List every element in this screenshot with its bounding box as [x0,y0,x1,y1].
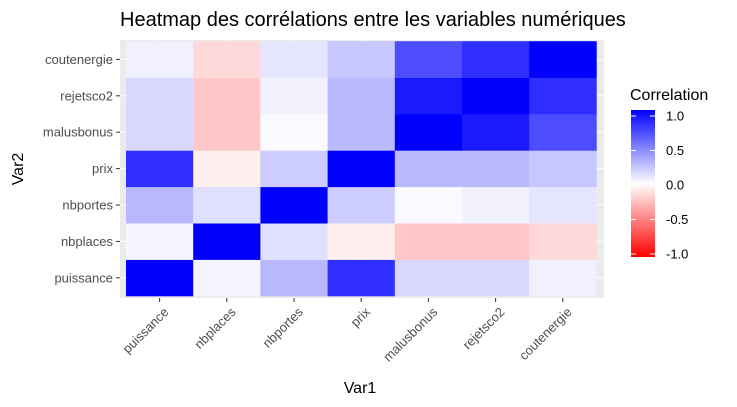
heatmap-cell [126,223,194,260]
heatmap-cell [529,259,597,297]
heatmap-cell [193,41,261,78]
color-legend: Correlation 1.0 0.5 0.0 -0.5 -1.0 [630,87,708,262]
heatmap-cell [529,41,597,78]
heatmap-cell [327,186,396,224]
y-tick-label: prix [92,161,113,176]
y-tick-label: nbplaces [61,234,114,249]
x-tick-label: prix [348,304,374,330]
x-tick-label: nbportes [260,304,307,351]
heatmap-cell [462,223,530,260]
y-tick-label: coutenergie [45,52,113,67]
heatmap-cell [193,114,261,151]
x-axis-ticks: puissance nbplaces nbportes prix malusbonus r… [119,298,575,365]
heatmap-cell [462,114,530,151]
heatmap-cell [126,114,194,151]
legend-tick-label: 1.0 [666,109,684,124]
legend-tick-label: 0.5 [666,143,684,158]
x-tick-label: rejetsco2 [460,304,508,352]
heatmap-cell [327,259,396,297]
heatmap-cell [193,259,261,297]
heatmap-cell [260,186,328,224]
heatmap-cell [394,41,463,78]
y-axis-ticks: puissance nbplaces nbportes prix malusbonus r… [43,52,120,285]
heatmap-cell [327,114,396,151]
chart-title: Heatmap des corrélations entre les varia… [120,9,626,31]
heatmap-cell [462,41,530,78]
heatmap-cell [260,259,328,297]
heatmap-cell [462,186,530,224]
x-axis-title: Var1 [344,380,377,397]
heatmap-cell [394,114,463,151]
heatmap-cell [327,150,396,188]
heatmap-cell [126,150,194,188]
heatmap-cell [394,186,463,224]
heatmap-cell [529,150,597,188]
heatmap-cell [394,150,463,188]
heatmap-cell [529,77,597,115]
x-tick-label: malusbonus [380,304,441,365]
heatmap-cell [126,186,194,224]
heatmap-cell [126,259,194,297]
legend-ticks: 1.0 0.5 0.0 -0.5 -1.0 [631,109,688,262]
y-tick-label: puissance [54,270,113,285]
heatmap-cell [394,77,463,115]
heatmap-cell [193,223,261,260]
heatmap-cell [462,150,530,188]
y-tick-label: rejetsco2 [60,88,113,103]
heatmap-cell [394,223,463,260]
heatmap-cell [394,259,463,297]
y-tick-label: nbportes [62,198,113,213]
legend-title: Correlation [630,87,708,104]
heatmap-cell [193,77,261,115]
heatmap-cell [462,77,530,115]
y-tick-label: malusbonus [43,125,114,140]
heatmap-cell [193,150,261,188]
x-tick-label: puissance [119,304,171,356]
heatmap-cell [327,77,396,115]
heatmap-cell [260,77,328,115]
heatmap-cell [327,223,396,260]
heatmap-cell [260,150,328,188]
y-axis-title: Var2 [10,153,27,186]
heatmap-cell [529,223,597,260]
heatmap-cell [260,41,328,78]
x-tick-label: coutenergie [516,304,575,363]
heatmap-cell [126,77,194,115]
x-tick-label: nbplaces [191,304,239,352]
heatmap-cell [260,114,328,151]
heatmap-cells [120,40,604,298]
legend-tick-label: -0.5 [666,212,688,227]
heatmap-cell [327,41,396,78]
heatmap-cell [529,114,597,151]
heatmap-cell [126,41,194,78]
heatmap-cell [260,223,328,260]
legend-tick-label: -1.0 [666,247,688,262]
heatmap-cell [193,186,261,224]
heatmap-cell [462,259,530,297]
legend-tick-label: 0.0 [666,178,684,193]
legend-colorbar [631,110,655,257]
heatmap-cell [529,186,597,224]
